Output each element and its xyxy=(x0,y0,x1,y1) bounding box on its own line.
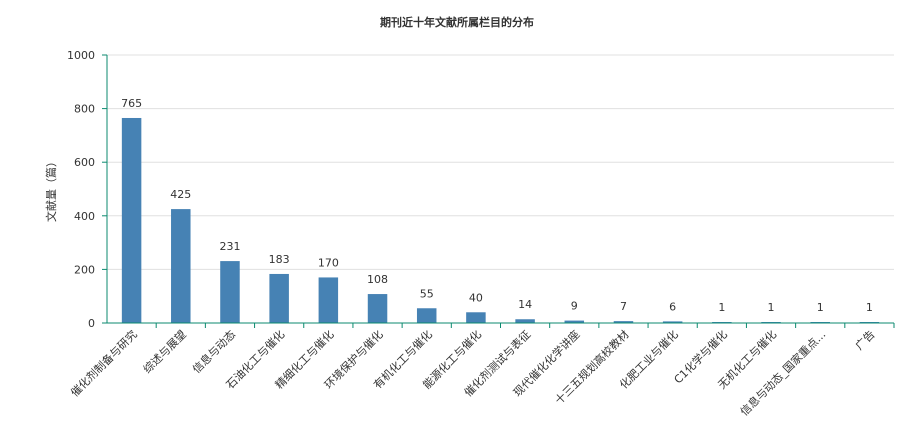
y-tick-label: 800 xyxy=(74,103,95,116)
bar[interactable] xyxy=(613,321,634,323)
bar[interactable] xyxy=(367,294,388,323)
bar[interactable] xyxy=(269,273,289,323)
y-tick-label: 600 xyxy=(74,156,95,169)
value-label: 170 xyxy=(318,256,339,269)
value-label: 6 xyxy=(669,300,676,313)
value-label: 9 xyxy=(571,300,578,313)
y-tick-label: 0 xyxy=(88,317,95,330)
bar[interactable] xyxy=(466,312,486,323)
bar[interactable] xyxy=(171,209,191,323)
category-label: 信息与动态_国家重点... xyxy=(737,327,828,418)
bar[interactable] xyxy=(416,308,437,323)
y-axis-ticks: 0 200 400 600 800 1000 xyxy=(67,49,107,330)
value-label: 231 xyxy=(219,240,240,253)
category-label: 综述与展望 xyxy=(140,327,189,376)
bar[interactable] xyxy=(564,320,585,323)
y-axis-label: 文献量（篇） xyxy=(44,156,58,222)
y-tick-label: 200 xyxy=(74,263,95,276)
y-tick-label: 400 xyxy=(74,210,95,223)
value-label: 1 xyxy=(866,301,873,314)
value-label: 7 xyxy=(620,300,627,313)
category-label: 催化剂制备与研究 xyxy=(68,327,140,399)
value-labels: 765 425 231 183 170 108 55 40 14 9 7 6 1 1 1 1 xyxy=(121,97,873,314)
bar[interactable] xyxy=(318,277,339,323)
gridlines xyxy=(107,54,894,270)
value-label: 1 xyxy=(768,301,775,314)
chart-title: 期刊近十年文献所属栏目的分布 xyxy=(380,15,534,29)
value-label: 55 xyxy=(420,287,434,300)
value-label: 40 xyxy=(469,291,483,304)
bar[interactable] xyxy=(220,261,240,323)
value-label: 14 xyxy=(518,298,532,311)
value-label: 425 xyxy=(170,188,191,201)
bars xyxy=(121,117,880,323)
bar[interactable] xyxy=(515,319,535,323)
category-label: 广告 xyxy=(853,328,878,353)
bar[interactable] xyxy=(121,117,142,323)
category-labels: 催化剂制备与研究 综述与展望 信息与动态石油化工与催化精细化工与催化环境保护与催化有… xyxy=(68,323,895,418)
y-tick-label: 1000 xyxy=(67,49,95,62)
value-label: 765 xyxy=(121,97,142,110)
value-label: 1 xyxy=(718,301,725,314)
bar[interactable] xyxy=(662,321,683,323)
value-label: 1 xyxy=(817,301,824,314)
value-label: 108 xyxy=(367,273,388,286)
category-label: 信息与动态 xyxy=(189,327,238,376)
value-label: 183 xyxy=(269,253,290,266)
